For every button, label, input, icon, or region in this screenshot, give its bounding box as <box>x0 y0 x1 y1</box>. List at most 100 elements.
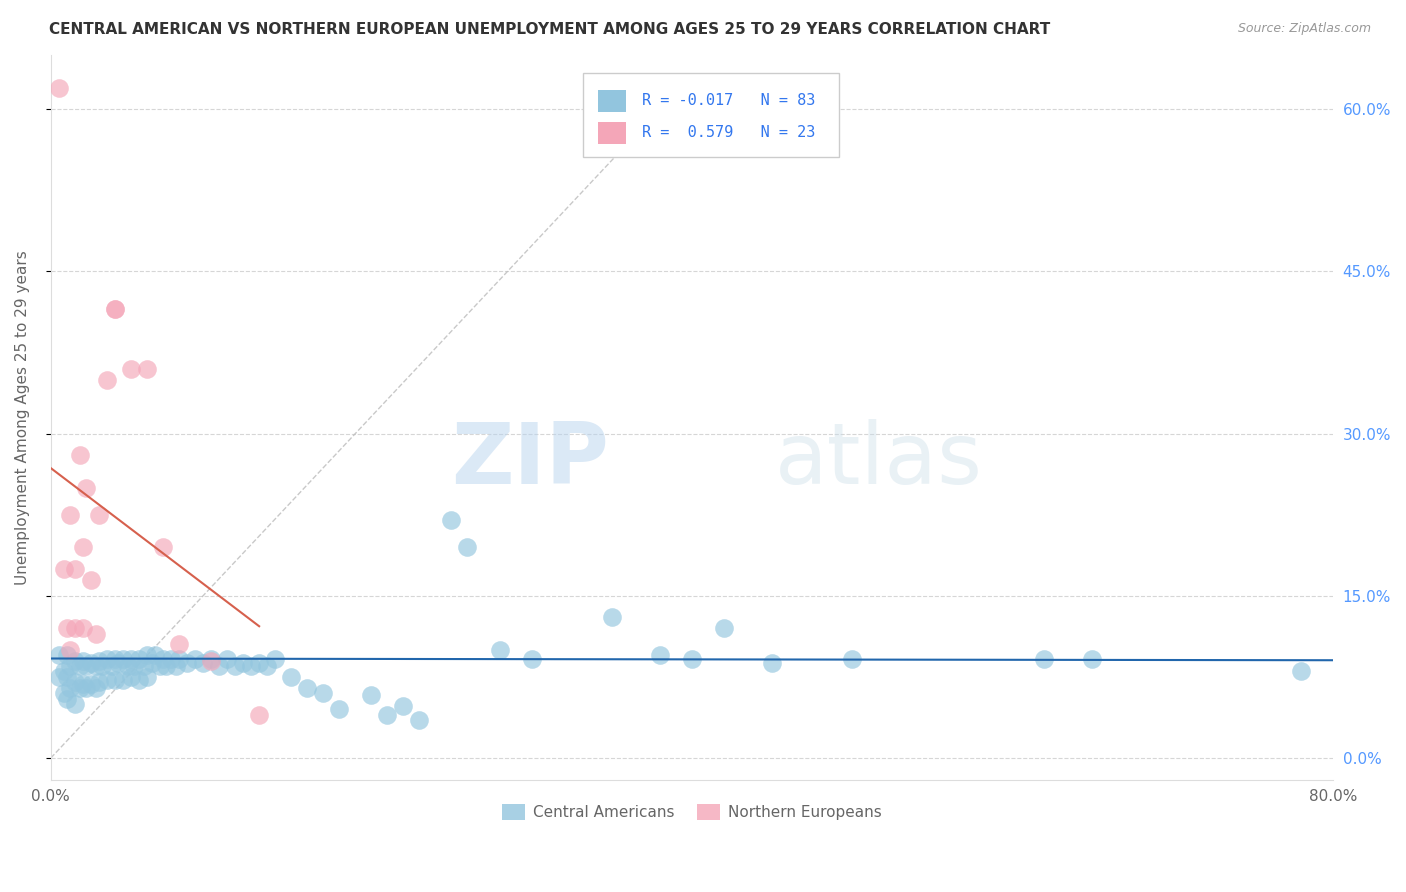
Point <box>217 651 239 665</box>
Point <box>224 659 246 673</box>
Point <box>256 659 278 673</box>
Point <box>136 648 159 663</box>
Point <box>111 673 134 687</box>
Point <box>104 302 127 317</box>
Text: Source: ZipAtlas.com: Source: ZipAtlas.com <box>1237 22 1371 36</box>
Point <box>59 643 82 657</box>
Point <box>841 651 863 665</box>
Point <box>107 656 129 670</box>
Point <box>96 673 118 687</box>
Point <box>141 656 163 670</box>
Point <box>184 651 207 665</box>
Point <box>440 513 463 527</box>
Point <box>96 651 118 665</box>
Point <box>247 707 270 722</box>
Point <box>59 681 82 695</box>
Point <box>52 686 75 700</box>
Point <box>143 648 166 663</box>
Point <box>75 481 97 495</box>
Point <box>56 621 79 635</box>
Point <box>104 673 127 687</box>
Point <box>69 681 91 695</box>
Point <box>191 656 214 670</box>
Point <box>456 540 478 554</box>
Point <box>63 654 86 668</box>
Point <box>160 651 183 665</box>
Point <box>48 80 70 95</box>
Point <box>104 302 127 317</box>
Point <box>1081 651 1104 665</box>
Bar <box>598 122 627 144</box>
Point <box>152 651 174 665</box>
Point <box>122 659 145 673</box>
Point <box>87 654 110 668</box>
Point <box>91 659 114 673</box>
Point <box>1289 665 1312 679</box>
Point <box>59 659 82 673</box>
Point <box>72 540 94 554</box>
Point <box>152 540 174 554</box>
Point <box>1033 651 1056 665</box>
Point <box>240 659 263 673</box>
Point <box>128 651 150 665</box>
Point <box>128 673 150 687</box>
Point <box>280 670 302 684</box>
Point <box>132 659 155 673</box>
Legend: Central Americans, Northern Europeans: Central Americans, Northern Europeans <box>496 798 887 826</box>
Point <box>48 670 70 684</box>
Point <box>72 677 94 691</box>
Text: R =  0.579   N = 23: R = 0.579 N = 23 <box>641 125 815 140</box>
Point <box>165 659 187 673</box>
Point <box>297 681 319 695</box>
Point <box>200 651 222 665</box>
Point <box>176 656 198 670</box>
Point <box>264 651 287 665</box>
Point <box>75 659 97 673</box>
Point <box>155 659 177 673</box>
Point <box>167 651 190 665</box>
Point <box>52 562 75 576</box>
Point <box>100 659 122 673</box>
Point <box>600 610 623 624</box>
Point <box>375 707 398 722</box>
Point <box>648 648 671 663</box>
Point <box>84 659 107 673</box>
Point <box>392 699 415 714</box>
Bar <box>598 90 627 112</box>
Point <box>117 659 139 673</box>
Point <box>80 573 103 587</box>
Point <box>96 372 118 386</box>
Point <box>59 508 82 522</box>
Point <box>120 670 142 684</box>
Point <box>360 688 382 702</box>
Point <box>104 651 127 665</box>
Point <box>247 656 270 670</box>
Point <box>72 654 94 668</box>
Point <box>713 621 735 635</box>
Point <box>69 659 91 673</box>
Point <box>208 659 231 673</box>
Point <box>72 621 94 635</box>
Point <box>87 675 110 690</box>
Point <box>488 643 510 657</box>
Point <box>87 508 110 522</box>
Point <box>111 651 134 665</box>
Text: CENTRAL AMERICAN VS NORTHERN EUROPEAN UNEMPLOYMENT AMONG AGES 25 TO 29 YEARS COR: CENTRAL AMERICAN VS NORTHERN EUROPEAN UN… <box>49 22 1050 37</box>
Point <box>200 654 222 668</box>
Text: ZIP: ZIP <box>451 419 609 502</box>
Point <box>63 675 86 690</box>
Point <box>69 448 91 462</box>
Point <box>681 651 703 665</box>
Text: R = -0.017   N = 83: R = -0.017 N = 83 <box>641 94 815 108</box>
Point <box>56 670 79 684</box>
Point <box>80 677 103 691</box>
Point <box>63 562 86 576</box>
Point <box>75 681 97 695</box>
Point <box>84 681 107 695</box>
Point <box>52 665 75 679</box>
Bar <box>583 73 839 157</box>
Point <box>136 361 159 376</box>
Point <box>312 686 335 700</box>
Point <box>63 697 86 711</box>
Point <box>56 648 79 663</box>
